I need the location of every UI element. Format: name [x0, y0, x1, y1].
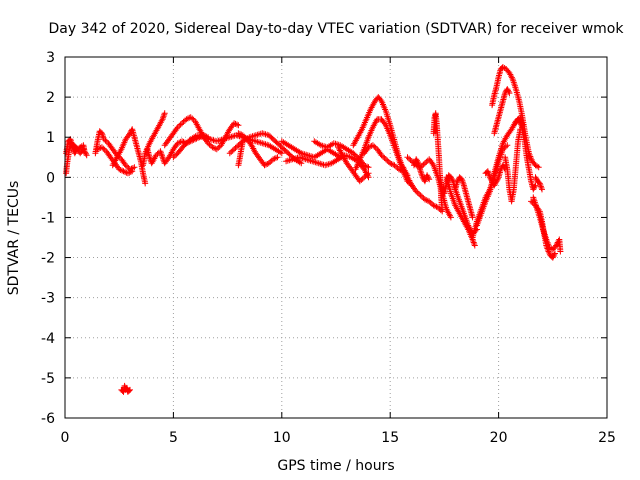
data-point-markers — [361, 142, 407, 175]
y-tick-label: -1 — [41, 210, 55, 226]
series-track-17 — [352, 116, 415, 189]
data-points — [63, 64, 564, 395]
series-track-28 — [491, 86, 513, 137]
data-point-markers — [491, 86, 513, 137]
data-point-markers — [140, 110, 168, 169]
axis-ticks: 0 5 10 15 20 25 -6 -5 -4 -3 -2 -1 0 1 2 3 — [41, 50, 616, 446]
y-tick-label: -4 — [41, 331, 55, 347]
data-point-markers — [400, 164, 446, 215]
y-tick-label: 0 — [46, 170, 55, 186]
y-tick-label: 3 — [46, 50, 55, 66]
data-point-markers — [411, 156, 433, 185]
x-tick-label: 10 — [273, 430, 291, 446]
chart-title: Day 342 of 2020, Sidereal Day-to-day VTE… — [49, 21, 625, 37]
series-track-32 — [502, 126, 524, 205]
data-point-markers — [532, 174, 545, 193]
series-track-35 — [532, 174, 545, 193]
x-tick-label: 0 — [61, 430, 70, 446]
data-point-markers — [502, 126, 524, 205]
series-track-25 — [452, 174, 476, 221]
data-point-markers — [352, 116, 415, 189]
data-point-markers — [283, 152, 372, 181]
series-track-5 — [140, 110, 168, 169]
series-track-11 — [235, 138, 246, 169]
data-point-markers — [118, 382, 133, 395]
x-tick-label: 25 — [598, 430, 616, 446]
x-tick-label: 5 — [169, 430, 178, 446]
y-tick-label: -5 — [41, 371, 55, 387]
data-point-markers — [530, 194, 564, 255]
series-track-21 — [411, 156, 433, 185]
data-point-markers — [452, 174, 476, 221]
series-track-36 — [118, 382, 133, 395]
series-track-13 — [283, 152, 372, 181]
data-point-markers — [235, 138, 246, 169]
data-point-markers — [482, 162, 509, 189]
data-point-markers — [335, 144, 372, 185]
series-track-19 — [400, 164, 446, 215]
y-tick-label: 2 — [46, 90, 55, 106]
data-point-markers — [63, 136, 87, 157]
series-track-34 — [530, 194, 564, 255]
grid-lines — [65, 57, 607, 418]
y-tick-label: 1 — [46, 130, 55, 146]
x-tick-label: 15 — [381, 430, 399, 446]
x-axis-label: GPS time / hours — [277, 458, 394, 474]
plot-frame — [64, 56, 608, 419]
x-tick-label: 20 — [490, 430, 508, 446]
series-track-18 — [361, 142, 407, 175]
series-track-30 — [482, 162, 509, 189]
y-axis-label: SDTVAR / TECUs — [6, 181, 22, 296]
y-tick-label: -6 — [41, 411, 55, 427]
series-track-15 — [335, 144, 372, 185]
series-track-1 — [63, 136, 87, 157]
y-tick-label: -3 — [41, 291, 55, 307]
y-tick-label: -2 — [41, 251, 55, 267]
data-point-markers — [109, 126, 149, 187]
series-track-4 — [109, 126, 149, 187]
